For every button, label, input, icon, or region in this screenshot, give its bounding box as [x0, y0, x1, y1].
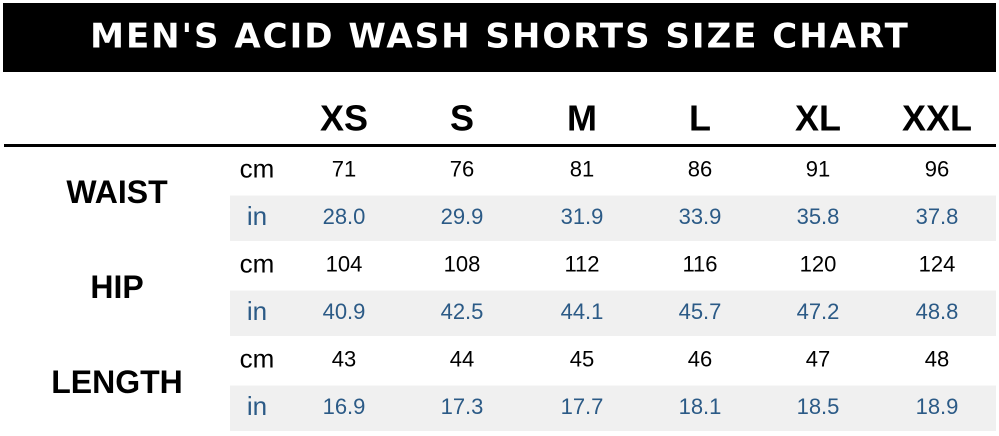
cell-value: 71 [332, 157, 356, 182]
cell-value: 112 [564, 252, 599, 277]
cell-value: 44.1 [561, 299, 604, 324]
cell-value: 46 [688, 347, 712, 372]
cell-value: 104 [326, 252, 363, 277]
cell-value: 47.2 [797, 299, 840, 324]
column-header: XS [320, 98, 368, 139]
cell-value: 33.9 [679, 204, 722, 229]
cell-value: 76 [450, 157, 474, 182]
header-rule [4, 144, 996, 147]
row-band [230, 290, 996, 336]
cell-value: 40.9 [323, 299, 366, 324]
row-band [230, 385, 996, 431]
cell-value: 18.5 [797, 394, 840, 419]
cell-value: 91 [806, 157, 830, 182]
cell-value: 42.5 [441, 299, 484, 324]
cell-value: 45 [570, 347, 594, 372]
cell-value: 86 [688, 157, 712, 182]
cell-value: 81 [570, 157, 594, 182]
cell-value: 120 [800, 252, 837, 277]
cell-value: 29.9 [441, 204, 484, 229]
unit-label: cm [240, 344, 275, 374]
group-label: WAIST [66, 174, 168, 210]
cell-value: 124 [919, 252, 956, 277]
group-label: LENGTH [51, 364, 183, 400]
cell-value: 47 [806, 347, 830, 372]
title: MEN'S ACID WASH SHORTS SIZE CHART [90, 17, 910, 57]
cell-value: 43 [332, 347, 356, 372]
cell-value: 17.7 [561, 394, 604, 419]
column-header: XL [795, 98, 841, 139]
unit-label: in [247, 391, 267, 421]
cell-value: 44 [450, 347, 474, 372]
cell-value: 48 [925, 347, 949, 372]
row-band [230, 195, 996, 241]
cell-value: 96 [925, 157, 949, 182]
unit-label: cm [240, 249, 275, 279]
group-label: HIP [90, 269, 143, 305]
unit-label: in [247, 296, 267, 326]
cell-value: 18.9 [916, 394, 959, 419]
cell-value: 18.1 [679, 394, 722, 419]
cell-value: 35.8 [797, 204, 840, 229]
cell-value: 17.3 [441, 394, 484, 419]
unit-label: in [247, 201, 267, 231]
cell-value: 108 [444, 252, 481, 277]
cell-value: 45.7 [679, 299, 722, 324]
cell-value: 37.8 [916, 204, 959, 229]
title-bar [3, 3, 996, 72]
column-header: M [567, 98, 597, 139]
cell-value: 116 [682, 252, 717, 277]
column-header: L [689, 98, 711, 139]
unit-label: cm [240, 154, 275, 184]
column-header: XXL [902, 98, 972, 139]
cell-value: 48.8 [916, 299, 959, 324]
column-header: S [450, 98, 474, 139]
cell-value: 31.9 [561, 204, 604, 229]
cell-value: 28.0 [323, 204, 366, 229]
cell-value: 16.9 [323, 394, 366, 419]
